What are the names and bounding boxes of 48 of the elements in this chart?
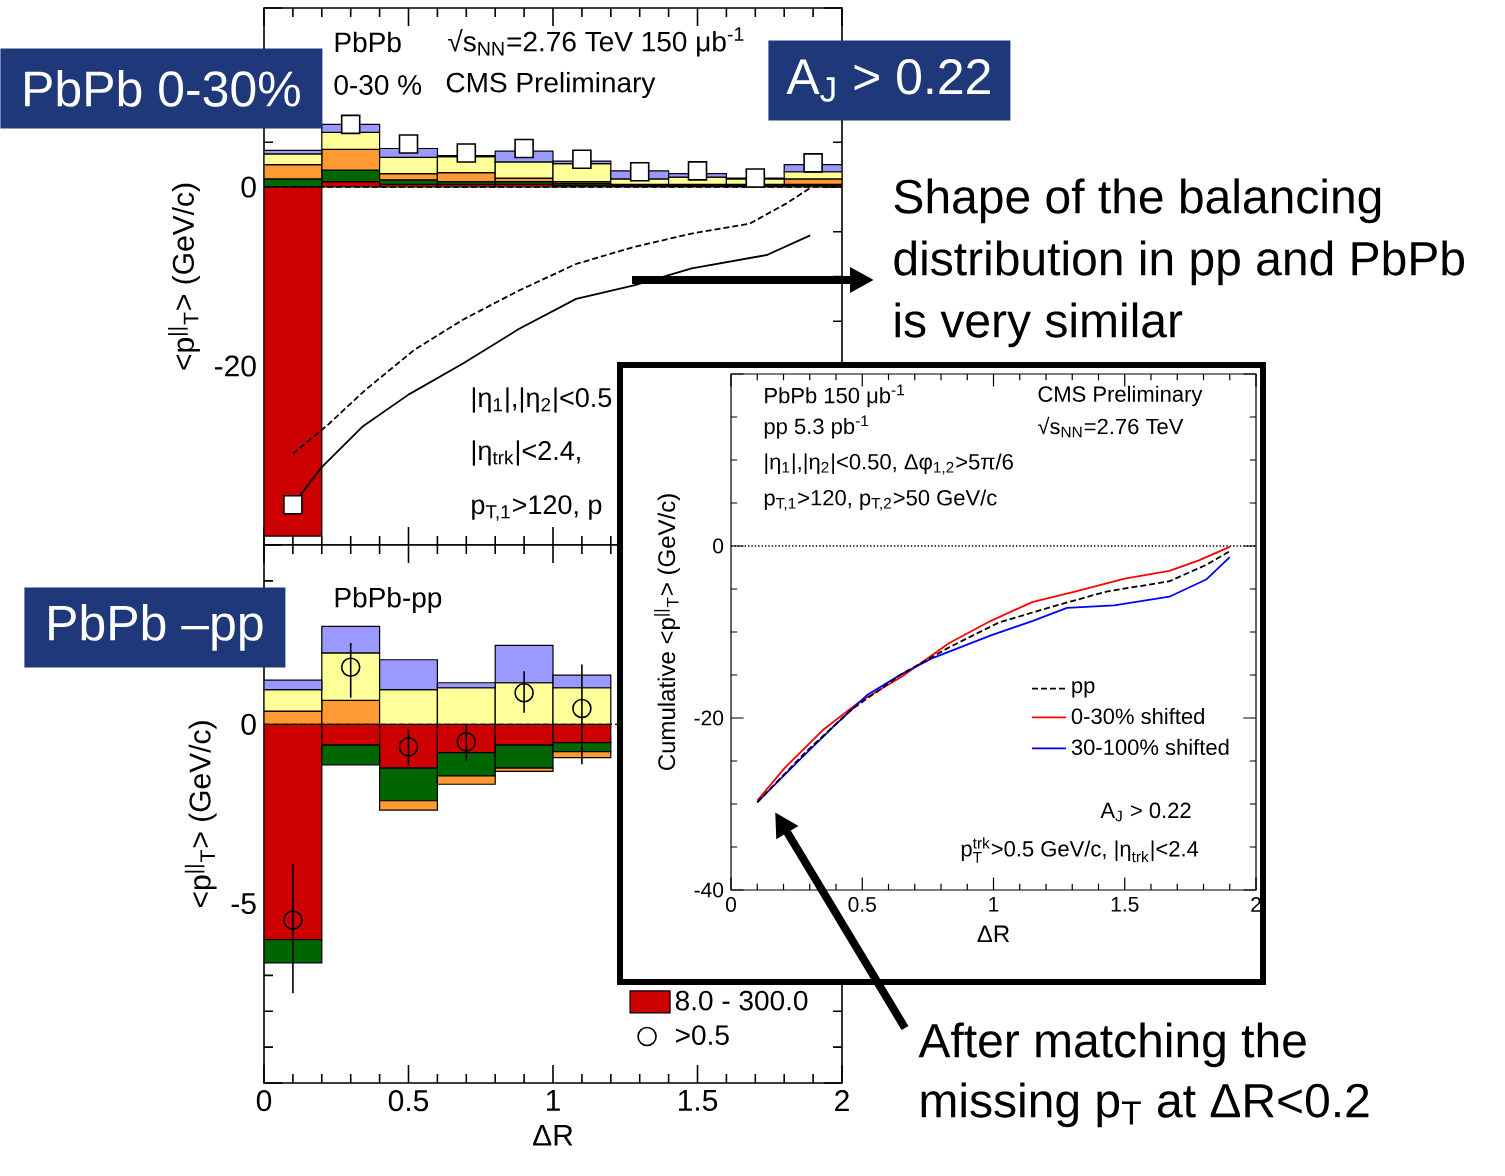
annotation: √s$_{NN}$=2.76 TeV 150 μb$^{-1}$ (448, 27, 744, 57)
annotation: $\mathrm{p}_{\mathrm{T}}^{\mathrm{trk}}\text{>0.5 GeV/c, |η}_{\mathrm{trk}}\text{|<2.4}$ (961, 837, 1199, 863)
annotation: A$_{J}$ > 0.22 (786, 59, 990, 102)
text: After matching the missing p$_{T}$ at ΔR<0.2 (918, 1022, 1369, 1128)
x-tick-label: 2 (835, 1090, 849, 1111)
y-axis-title: Cumulative <p$^{||}$$_{T}$> (GeV/c) (654, 494, 680, 770)
annotation: |η$_{1}$|,|η$_{2}$|<0.5 (472, 387, 612, 413)
y-tick-label: 0 (241, 713, 256, 735)
y-tick-label: -5 (231, 893, 256, 915)
annotation: p$_{T,1}$>120, p$_{T,2}$>50 GeV/c (764, 489, 997, 511)
x-tick-label: 1 (546, 1090, 560, 1111)
annotation: PbPb-pp (335, 586, 442, 614)
annotation: PbPb 0-30% (25, 70, 300, 107)
annotation: CMS Preliminary (1038, 385, 1203, 407)
annotation: CMS Preliminary (446, 71, 656, 99)
annotation: PbPb 150 μb$^{-1}$ (765, 384, 905, 408)
legend-label: pp (1072, 681, 1095, 698)
annotation: √s$_{NN}$=2.76 TeV (1037, 416, 1184, 438)
x-axis-title: ΔR (533, 1124, 573, 1146)
x-tick-label: 1.5 (678, 1090, 718, 1111)
annotation: p$_{T,1}$>120, p (472, 495, 602, 521)
x-tick-label: 0 (725, 897, 737, 912)
annotation: |η$_{trk}$|<2.4, (472, 440, 580, 466)
annotation: |η$_{1}$|,|η$_{2}$|<0.50, Δφ$_{1,2}$>5π/6 (765, 453, 1013, 475)
legend-label: 30-100% shifted (1071, 738, 1229, 756)
legend-label: 0-30% shifted (1071, 707, 1204, 725)
annotation: pp 5.3 pb$^{-1}$ (764, 415, 869, 439)
x-tick-label: 2 (1251, 897, 1261, 912)
annotation: PbPb (335, 31, 401, 53)
y-tick-label: -40 (694, 882, 724, 898)
x-tick-label: 1.5 (1111, 897, 1139, 912)
y-tick-label: -20 (214, 355, 256, 377)
y-axis-title: <p$^{||}$$_{T}$> (GeV/c) (184, 721, 217, 908)
y-axis-title: <p$^{||}$$_{T}$> (GeV/c) (168, 183, 200, 370)
x-tick-label: 1 (989, 897, 999, 912)
x-tick-label: 0.5 (388, 1090, 429, 1112)
y-tick-label: 0 (713, 538, 724, 554)
x-axis-title: ΔR (977, 925, 1010, 943)
legend-label: 8.0 - 300.0 (675, 990, 808, 1011)
y-tick-label: -20 (694, 710, 724, 726)
y-tick-label: 0 (241, 176, 256, 198)
legend-label: >0.5 (676, 1025, 729, 1046)
text: PbPb –pp (49, 604, 263, 651)
annotation: A$_{J}$ > 0.22 (1100, 802, 1191, 822)
x-tick-label: 0.5 (848, 897, 876, 912)
annotation: 0-30 % (334, 75, 422, 95)
x-tick-label: 0 (256, 1090, 272, 1112)
text: Shape of the balancing distribution in pp and PbPb is very similar (894, 178, 1465, 348)
